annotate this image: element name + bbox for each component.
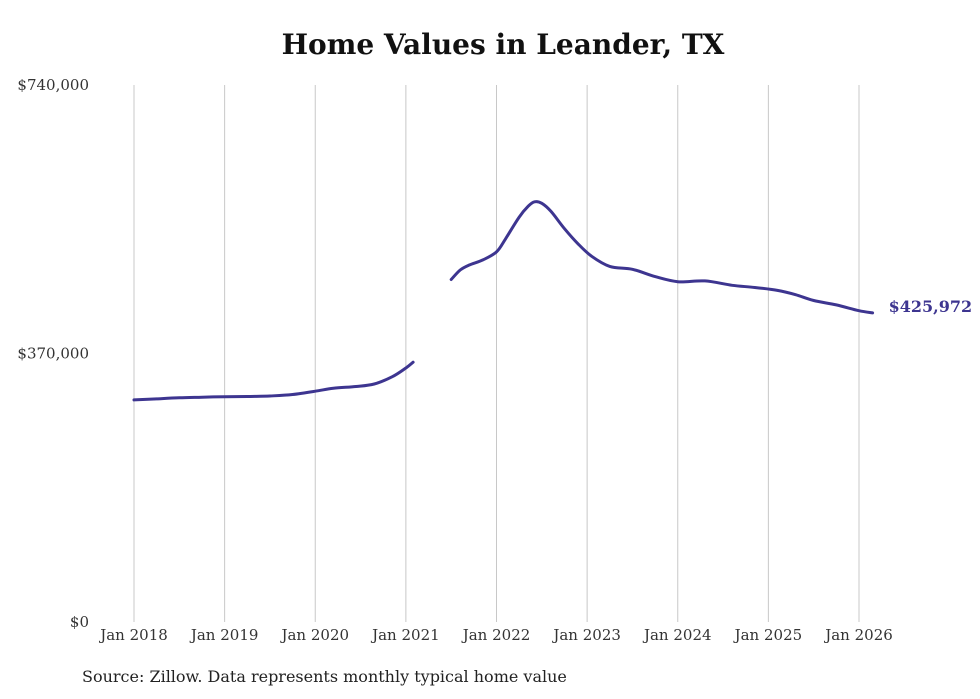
x-tick-label-8: Jan 2026 (823, 626, 893, 644)
x-tick-label-2: Jan 2020 (279, 626, 349, 644)
x-tick-label-7: Jan 2025 (733, 626, 803, 644)
series-line-1 (132, 360, 415, 402)
x-axis: Jan 2018 Jan 2019 Jan 2020 Jan 2021 Jan 2022… (98, 626, 893, 644)
series-lines (132, 200, 875, 402)
end-value-label: $425,972 (889, 297, 973, 316)
y-tick-label-1: $370,000 (17, 345, 89, 363)
y-tick-label-2: $740,000 (17, 76, 89, 94)
source-note: Source: Zillow. Data represents monthly … (82, 667, 567, 686)
x-tick-label-3: Jan 2021 (370, 626, 440, 644)
y-tick-label-0: $0 (70, 613, 89, 631)
series-line-2 (449, 200, 875, 315)
gridlines (133, 85, 860, 622)
chart-title: Home Values in Leander, TX (281, 28, 725, 61)
x-tick-label-1: Jan 2019 (189, 626, 259, 644)
x-tick-label-4: Jan 2022 (461, 626, 531, 644)
y-axis: $0 $370,000 $740,000 (17, 76, 89, 631)
x-tick-label-5: Jan 2023 (551, 626, 621, 644)
x-tick-label-0: Jan 2018 (98, 626, 168, 644)
x-tick-label-6: Jan 2024 (642, 626, 712, 644)
